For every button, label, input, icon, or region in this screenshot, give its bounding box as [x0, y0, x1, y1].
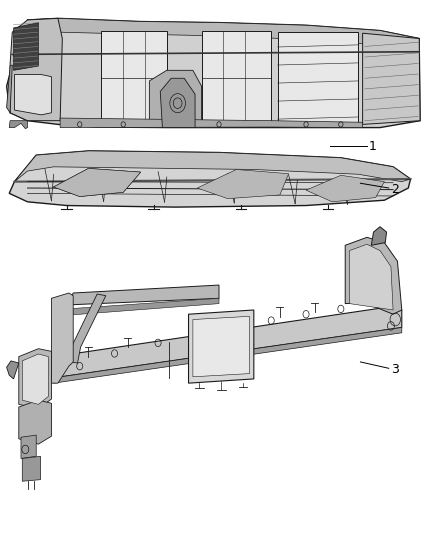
Polygon shape	[7, 361, 19, 379]
Polygon shape	[69, 294, 106, 363]
Polygon shape	[9, 120, 28, 128]
Polygon shape	[19, 349, 51, 409]
Polygon shape	[67, 285, 219, 309]
Polygon shape	[7, 65, 12, 113]
Polygon shape	[53, 168, 141, 197]
Polygon shape	[19, 400, 51, 444]
Polygon shape	[12, 18, 419, 65]
Polygon shape	[371, 227, 387, 245]
Polygon shape	[306, 175, 385, 202]
Polygon shape	[278, 32, 358, 123]
Polygon shape	[22, 456, 41, 481]
Polygon shape	[14, 75, 51, 115]
Polygon shape	[188, 310, 254, 383]
Polygon shape	[350, 244, 393, 310]
Text: 2: 2	[391, 183, 399, 196]
Polygon shape	[7, 18, 420, 127]
Polygon shape	[53, 306, 402, 378]
Polygon shape	[197, 169, 289, 199]
Polygon shape	[102, 30, 167, 124]
Polygon shape	[51, 293, 73, 383]
Polygon shape	[10, 18, 62, 120]
Polygon shape	[9, 151, 410, 207]
Polygon shape	[14, 22, 39, 70]
Text: 3: 3	[391, 364, 399, 376]
Polygon shape	[22, 354, 48, 405]
Polygon shape	[363, 33, 420, 124]
Polygon shape	[149, 70, 201, 127]
Polygon shape	[21, 435, 36, 458]
Polygon shape	[160, 78, 195, 127]
Polygon shape	[14, 151, 410, 182]
Polygon shape	[193, 317, 250, 377]
Polygon shape	[60, 118, 363, 127]
Polygon shape	[345, 237, 402, 314]
Text: 1: 1	[369, 140, 377, 152]
Polygon shape	[53, 327, 402, 383]
Polygon shape	[201, 30, 271, 124]
Polygon shape	[67, 298, 219, 316]
